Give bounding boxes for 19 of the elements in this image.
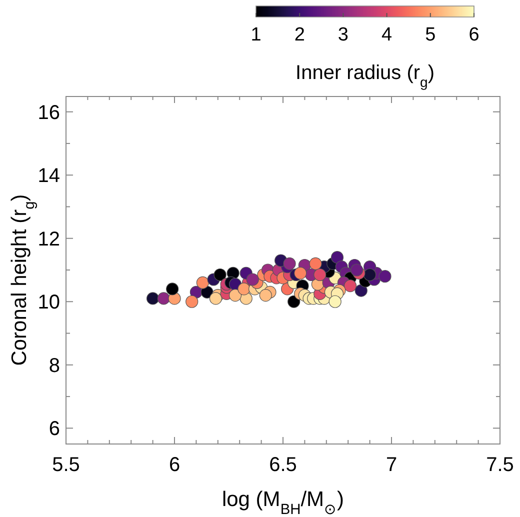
y-tick-label: 8 <box>48 354 60 377</box>
x-tick-label: 7 <box>386 454 398 476</box>
x-tick-label: 6.5 <box>269 454 297 476</box>
y-tick-label: 14 <box>38 165 60 188</box>
color-bar-label: 4 <box>382 24 393 46</box>
x-tick-label: 5.5 <box>52 454 80 476</box>
x-tick-label: 6 <box>168 454 180 476</box>
color-bar-label: 2 <box>294 24 305 46</box>
color-bar-title: Inner radius (r$_{g}$) <box>296 62 434 90</box>
y-tick-label: 12 <box>38 228 60 250</box>
x-tick-label: 7.5 <box>486 454 514 476</box>
color-bar-label: 5 <box>425 24 436 46</box>
y-tick-label: 6 <box>48 418 60 440</box>
color-bar-label: 1 <box>250 24 262 46</box>
y-tick-label: 16 <box>38 102 60 124</box>
color-bar-label: 3 <box>338 24 348 46</box>
x-axis-title: log (M$_{BH}$/M$_{⊙}$) <box>222 488 344 517</box>
color-bar-label: 6 <box>468 24 480 46</box>
y-tick-label: 10 <box>38 292 60 314</box>
